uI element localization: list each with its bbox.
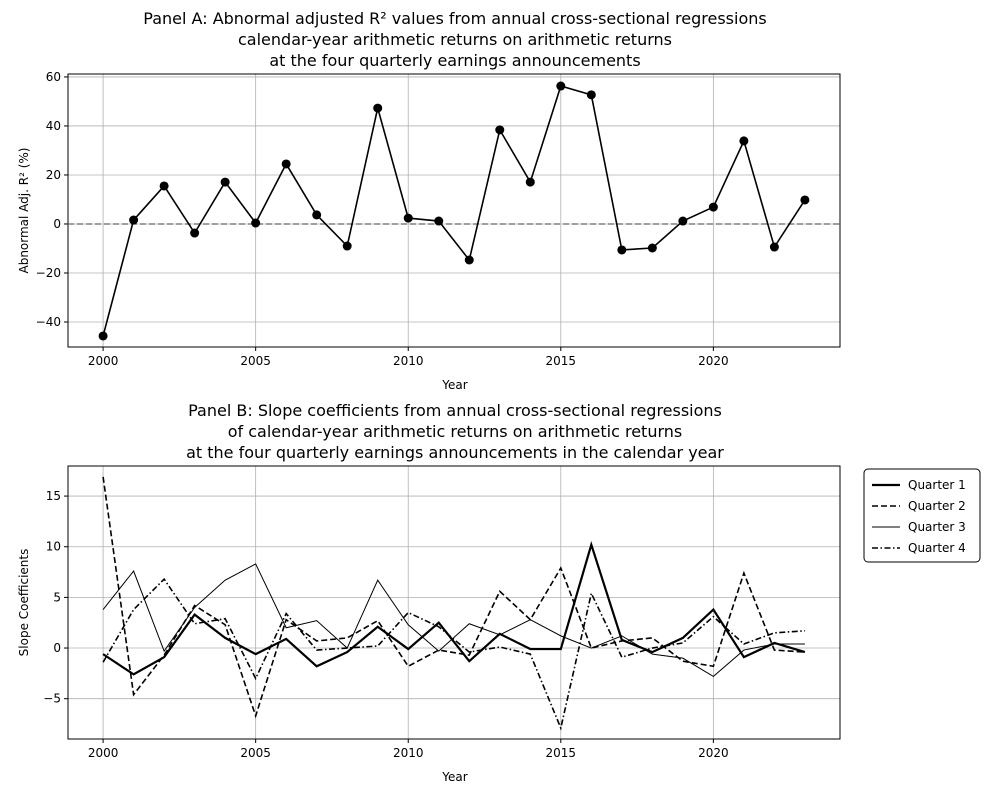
data-point [312, 210, 322, 220]
x-tick-label: 2015 [546, 354, 577, 368]
y-tick-label: −20 [36, 266, 61, 280]
legend-frame [863, 468, 981, 563]
data-point [159, 181, 169, 191]
panel-b: Panel B: Slope coefficients from annual … [17, 401, 981, 784]
series-line-quarter-4 [102, 577, 805, 731]
y-tick-label: 60 [46, 70, 61, 84]
data-point [190, 228, 200, 238]
y-tick-label: 40 [46, 119, 61, 133]
x-tick-label: 2020 [698, 746, 729, 760]
x-tick-label: 2000 [88, 746, 119, 760]
legend-label: Quarter 4 [908, 541, 966, 555]
data-point [373, 103, 383, 113]
plot-frame [67, 73, 841, 348]
y-tick-label: 10 [46, 540, 61, 554]
chart-title: of calendar-year arithmetic returns on a… [228, 422, 683, 441]
data-point [739, 136, 749, 146]
data-point [678, 216, 688, 226]
data-point [403, 213, 413, 223]
chart-title: at the four quarterly earnings announcem… [269, 51, 640, 70]
data-point [769, 242, 779, 252]
x-tick-label: 2005 [240, 746, 271, 760]
data-point [464, 255, 474, 265]
x-tick-label: 2010 [393, 354, 424, 368]
y-tick-label: 0 [53, 217, 61, 231]
series-line-r2 [102, 85, 806, 337]
x-axis-label: Year [441, 770, 467, 784]
legend-label: Quarter 2 [908, 499, 966, 513]
data-point [251, 218, 261, 228]
y-tick-label: 5 [53, 590, 61, 604]
chart-title: calendar-year arithmetic returns on arit… [238, 30, 672, 49]
y-axis-label: Slope Coefficients [17, 549, 31, 657]
data-point [525, 177, 535, 187]
x-tick-label: 2020 [698, 354, 729, 368]
data-point [98, 331, 108, 341]
x-tick-label: 2015 [546, 746, 577, 760]
data-point [495, 125, 505, 135]
data-point [586, 90, 596, 100]
data-point [708, 202, 718, 212]
data-point [281, 159, 291, 169]
panel-a: Panel A: Abnormal adjusted R² values fro… [17, 9, 841, 392]
x-tick-label: 2005 [240, 354, 271, 368]
series-line-quarter-2 [102, 476, 805, 719]
legend-label: Quarter 3 [908, 520, 966, 534]
legend-label: Quarter 1 [908, 478, 966, 492]
data-point [647, 243, 657, 253]
data-point [617, 245, 627, 255]
data-point [342, 241, 352, 251]
y-tick-label: −40 [36, 315, 61, 329]
y-tick-label: 15 [46, 489, 61, 503]
data-point [556, 81, 566, 91]
series-line-quarter-3 [102, 563, 805, 678]
data-point [129, 215, 139, 225]
x-tick-label: 2000 [88, 354, 119, 368]
x-tick-label: 2010 [393, 746, 424, 760]
data-point [434, 216, 444, 226]
chart-title: at the four quarterly earnings announcem… [186, 443, 724, 462]
data-point [800, 195, 810, 205]
y-tick-label: −5 [43, 692, 61, 706]
y-axis-label: Abnormal Adj. R² (%) [17, 148, 31, 274]
y-tick-label: 20 [46, 168, 61, 182]
y-tick-label: 0 [53, 641, 61, 655]
chart-title: Panel B: Slope coefficients from annual … [188, 401, 722, 420]
plot-frame [67, 465, 841, 740]
x-axis-label: Year [441, 378, 467, 392]
series-line-quarter-1 [102, 540, 806, 676]
chart-title: Panel A: Abnormal adjusted R² values fro… [143, 9, 766, 28]
data-point [220, 177, 230, 187]
legend: Quarter 1 Quarter 2 Quarter 3 Quarter 4 [863, 468, 981, 563]
